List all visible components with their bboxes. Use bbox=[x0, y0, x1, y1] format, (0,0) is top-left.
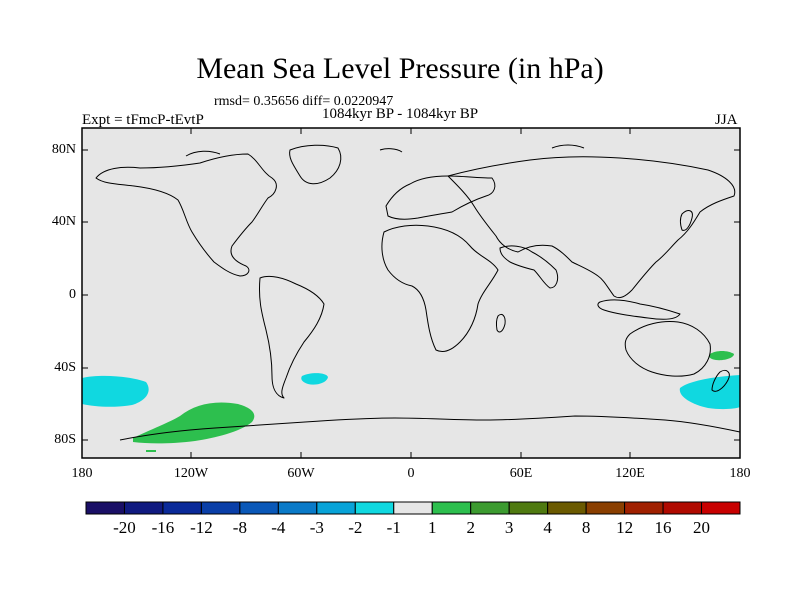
colorbar-swatch bbox=[585, 501, 626, 515]
colorbar-label: -12 bbox=[190, 518, 213, 537]
coast-north-america bbox=[95, 153, 277, 277]
colorbar-label: -16 bbox=[151, 518, 175, 537]
season-label: JJA bbox=[715, 112, 738, 128]
colorbar-label: 8 bbox=[581, 518, 591, 537]
colorbar-label: -4 bbox=[271, 518, 286, 537]
coast-madagascar bbox=[495, 313, 506, 333]
colorbar-swatch bbox=[547, 501, 587, 515]
lat-label-80s: 80S bbox=[54, 432, 76, 447]
coast-indonesia bbox=[597, 299, 681, 320]
colorbar-swatch bbox=[701, 501, 741, 515]
lon-label-180w: 180 bbox=[71, 466, 93, 481]
colorbar-label: 12 bbox=[616, 518, 634, 537]
lon-label-0: 0 bbox=[407, 466, 415, 481]
lat-label-40s: 40S bbox=[54, 360, 76, 375]
colorbar-label: -3 bbox=[309, 518, 324, 537]
coast-japan bbox=[680, 210, 693, 231]
coast-africa bbox=[381, 224, 499, 353]
coast-antarctica bbox=[119, 415, 741, 441]
anomaly-west-edge bbox=[82, 375, 149, 407]
coast-arabia-india bbox=[499, 245, 559, 289]
colorbar-swatch bbox=[162, 501, 202, 515]
coast-australia bbox=[624, 321, 711, 377]
lon-label-180e: 180 bbox=[729, 466, 751, 481]
stats-subtitle: rmsd= 0.35656 diff= 0.0220947 bbox=[214, 94, 394, 109]
colorbar-swatch bbox=[316, 501, 356, 515]
colorbar-swatch bbox=[508, 501, 549, 515]
chart-title: Mean Sea Level Pressure (in hPa) bbox=[196, 52, 604, 85]
colorbar-label: 2 bbox=[466, 518, 475, 537]
colorbar-swatch bbox=[277, 501, 318, 515]
anomaly-south-atlantic bbox=[301, 373, 328, 385]
colorbar-swatch bbox=[393, 501, 433, 515]
colorbar-swatch bbox=[123, 501, 164, 515]
colorbar bbox=[85, 501, 741, 515]
period-subtitle: 1084kyr BP - 1084kyr BP bbox=[322, 106, 479, 122]
lon-label-120e: 120E bbox=[615, 466, 645, 481]
colorbar-label: 3 bbox=[504, 518, 514, 537]
lon-label-60e: 60E bbox=[509, 466, 533, 481]
colorbar-swatch bbox=[470, 501, 510, 515]
colorbar-swatch bbox=[431, 501, 472, 515]
coast-asia bbox=[447, 156, 736, 299]
map-background bbox=[82, 128, 740, 458]
colorbar-label: 16 bbox=[654, 518, 672, 537]
colorbar-swatch bbox=[200, 501, 241, 515]
anomaly-east-edge bbox=[679, 375, 740, 410]
colorbar-label: 1 bbox=[427, 518, 437, 537]
axis-ticks bbox=[82, 128, 740, 458]
experiment-label: Expt = tFmcP-tEvtP bbox=[82, 112, 204, 128]
coast-new-zealand bbox=[711, 369, 730, 392]
coast-europe bbox=[385, 175, 496, 220]
colorbar-swatch bbox=[662, 501, 703, 515]
anomaly-small-dash bbox=[146, 450, 156, 452]
colorbar-label: 4 bbox=[543, 518, 552, 537]
colorbar-label: -1 bbox=[386, 518, 401, 537]
colorbar-label: -2 bbox=[348, 518, 363, 537]
coast-arctic-islands bbox=[185, 144, 585, 157]
lat-label-40n: 40N bbox=[51, 214, 76, 229]
coast-greenland bbox=[289, 144, 342, 185]
colorbar-label: 20 bbox=[693, 518, 711, 537]
colorbar-swatch bbox=[354, 501, 395, 515]
coastlines bbox=[95, 144, 741, 441]
coast-south-america bbox=[259, 275, 325, 399]
colorbar-label: -20 bbox=[113, 518, 136, 537]
lat-label-0: 0 bbox=[69, 287, 76, 302]
lon-label-60w: 60W bbox=[287, 466, 315, 481]
colorbar-swatch bbox=[239, 501, 279, 515]
lon-label-120w: 120W bbox=[173, 466, 209, 481]
anomaly-new-zealand bbox=[709, 351, 734, 361]
negative-anomaly-regions bbox=[82, 373, 740, 410]
lat-label-80n: 80N bbox=[51, 142, 76, 157]
colorbar-label: -8 bbox=[232, 518, 247, 537]
colorbar-swatch bbox=[85, 501, 125, 515]
colorbar-swatch bbox=[624, 501, 664, 515]
